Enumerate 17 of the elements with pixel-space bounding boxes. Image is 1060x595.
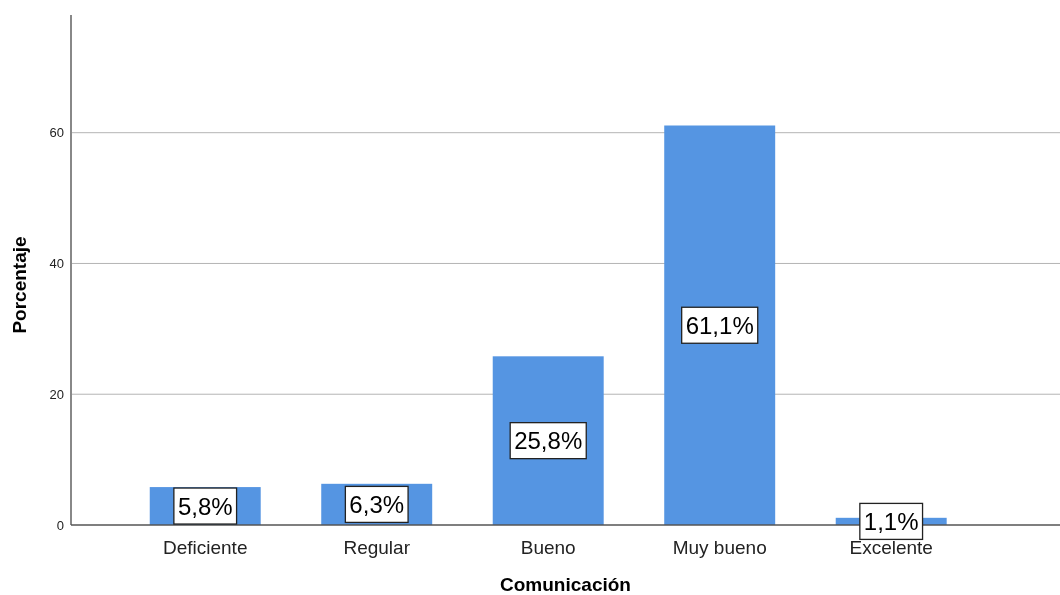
data-label: 25,8% — [514, 427, 583, 455]
data-label: 5,8% — [177, 492, 233, 520]
y-tick-label: 0 — [56, 517, 64, 533]
y-tick-label: 60 — [49, 125, 64, 141]
x-tick-label: Bueno — [520, 537, 576, 558]
data-label: 6,3% — [349, 490, 405, 518]
y-tick-label: 20 — [49, 386, 64, 402]
x-tick-label: Excelente — [849, 537, 933, 558]
x-tick-label: Regular — [343, 537, 411, 558]
x-axis-title: Comunicación — [500, 574, 631, 595]
data-label: 1,1% — [863, 507, 919, 535]
x-tick-label: Muy bueno — [672, 537, 767, 558]
bar — [664, 125, 776, 525]
x-tick-label: Deficiente — [162, 537, 248, 558]
y-tick-label: 40 — [49, 255, 64, 271]
y-axis-title: Porcentaje — [9, 236, 30, 334]
data-label: 61,1% — [685, 311, 754, 339]
